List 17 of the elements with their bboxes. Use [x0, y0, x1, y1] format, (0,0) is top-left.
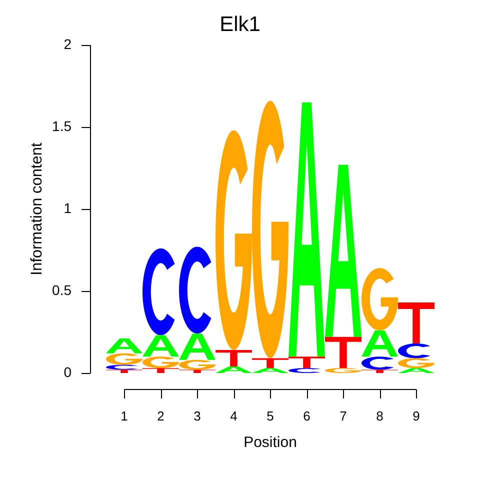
chart-title: Elk1 [220, 12, 260, 36]
x-tick-label: 8 [376, 408, 384, 424]
y-tick-label: 1.5 [52, 118, 72, 134]
y-tick-label: 0 [64, 364, 72, 380]
y-axis-title: Information content [28, 142, 46, 276]
x-tick-label: 6 [303, 408, 310, 424]
y-tick-label: 0.5 [52, 282, 72, 298]
x-tick-label: 3 [194, 408, 201, 424]
x-axis-title: Position [244, 434, 297, 452]
y-tick-label: 1 [64, 200, 72, 216]
x-tick-label: 2 [157, 408, 164, 424]
y-tick-label: 2 [64, 36, 72, 52]
x-tick-label: 9 [412, 408, 420, 424]
x-tick-label: 4 [230, 408, 238, 424]
x-tick-label: 1 [120, 408, 128, 424]
x-tick-label: 7 [340, 408, 347, 424]
x-tick-label: 5 [266, 408, 274, 424]
